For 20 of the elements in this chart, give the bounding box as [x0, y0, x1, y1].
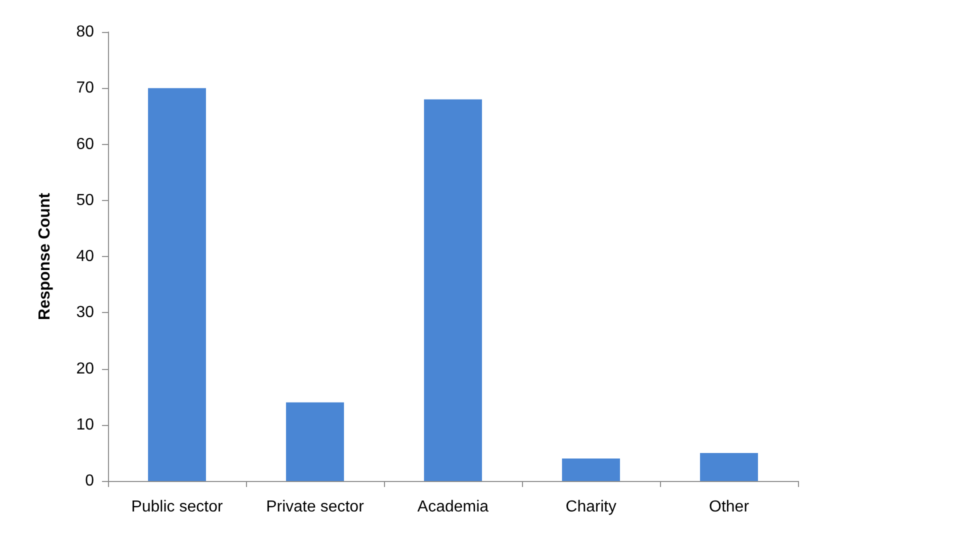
y-tick-label: 80 [76, 24, 94, 40]
x-tick-label: Academia [417, 498, 489, 516]
y-tick-label: 60 [76, 136, 94, 153]
x-tick-label: Public sector [131, 498, 224, 516]
bar [424, 99, 482, 481]
y-tick-label: 40 [76, 248, 94, 265]
bar [286, 402, 344, 481]
y-axis-title: Response Count [36, 192, 54, 320]
y-tick-label: 0 [85, 472, 94, 490]
x-tick-label: Charity [566, 498, 616, 516]
x-tick-label: Other [708, 498, 750, 516]
x-tick-label: Private sector [266, 498, 365, 516]
y-tick-label: 30 [76, 304, 94, 322]
bar [700, 452, 758, 481]
y-tick-label: 50 [76, 192, 94, 209]
bar [562, 458, 620, 481]
y-tick-label: 10 [76, 416, 94, 434]
y-tick-label: 70 [76, 80, 94, 97]
y-tick-label: 20 [76, 360, 94, 378]
bar [148, 88, 206, 481]
